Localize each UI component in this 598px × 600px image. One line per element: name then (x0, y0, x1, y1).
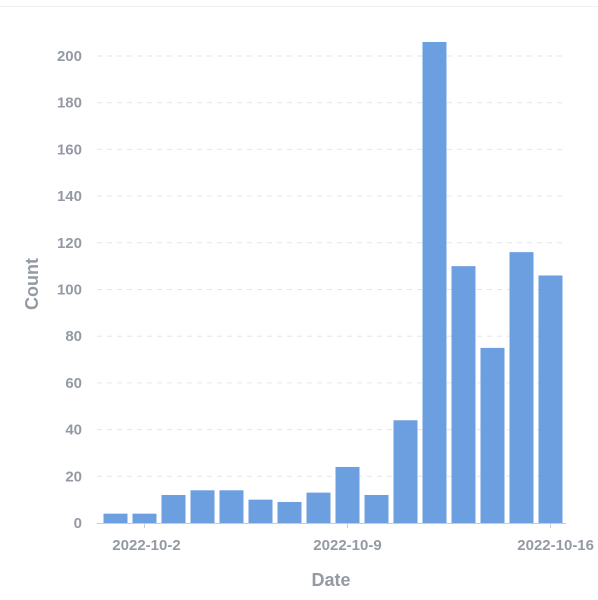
bar (103, 513, 128, 523)
y-axis-ticks: 0 20 40 60 80 100 120 140 160 180 200 (57, 48, 82, 532)
bar (480, 347, 505, 523)
x-tick-label: 2022-10-16 (517, 537, 594, 554)
top-divider (0, 6, 598, 7)
y-axis-title: Count (22, 258, 42, 310)
y-tick-label: 120 (57, 235, 82, 252)
bar (451, 266, 476, 523)
y-tick-label: 180 (57, 95, 82, 112)
y-tick-label: 160 (57, 141, 82, 158)
bar (161, 494, 186, 523)
y-tick-label: 0 (74, 515, 82, 532)
bar (190, 490, 215, 523)
bar (335, 466, 360, 523)
bars (103, 41, 563, 524)
bar (306, 492, 331, 523)
bar (219, 490, 244, 523)
bar (538, 275, 563, 523)
x-tick-label: 2022-10-9 (313, 537, 381, 554)
y-tick-label: 200 (57, 48, 82, 65)
y-tick-label: 80 (65, 328, 82, 345)
y-tick-label: 100 (57, 282, 82, 299)
bar (248, 499, 273, 523)
bar (277, 501, 302, 523)
y-tick-label: 40 (65, 422, 82, 439)
x-axis-ticks: 2022-10-2 2022-10-9 2022-10-16 (112, 523, 594, 554)
x-axis-title: Date (311, 570, 350, 590)
y-tick-label: 60 (65, 375, 82, 392)
bar (509, 252, 534, 523)
y-tick-label: 20 (65, 468, 82, 485)
bar (132, 513, 157, 523)
bar (364, 494, 389, 523)
bar (422, 41, 447, 524)
bar (393, 420, 418, 523)
x-tick-label: 2022-10-2 (112, 537, 180, 554)
y-tick-label: 140 (57, 188, 82, 205)
